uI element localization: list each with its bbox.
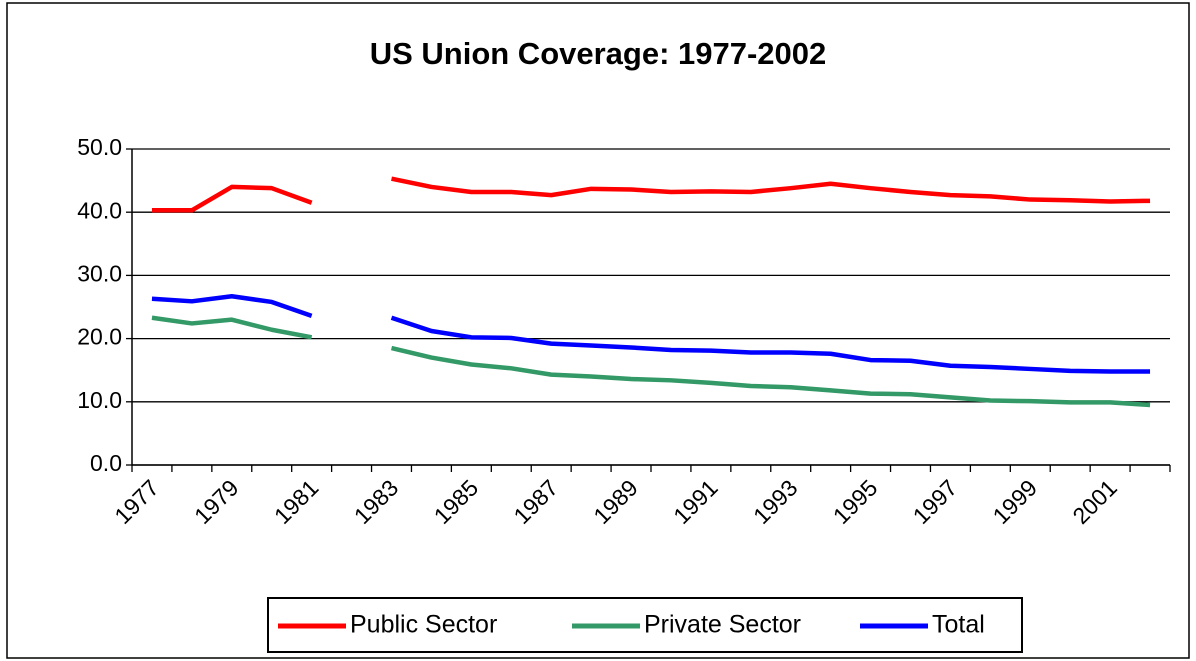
- legend-label: Public Sector: [350, 611, 497, 639]
- y-tick-label: 30.0: [77, 260, 122, 286]
- series-line: [151, 176, 1151, 213]
- y-tick-label: 10.0: [77, 387, 122, 413]
- legend-label: Total: [932, 611, 985, 639]
- legend-label: Private Sector: [644, 611, 801, 639]
- chart-title: US Union Coverage: 1977-2002: [370, 36, 827, 71]
- y-tick-label: 50.0: [77, 134, 122, 160]
- y-tick-label: 20.0: [77, 324, 122, 350]
- series-line: [151, 294, 1151, 374]
- series-line: [151, 315, 1151, 408]
- y-tick-label: 0.0: [90, 450, 122, 476]
- chart-border: [6, 2, 1190, 659]
- y-tick-label: 40.0: [77, 197, 122, 223]
